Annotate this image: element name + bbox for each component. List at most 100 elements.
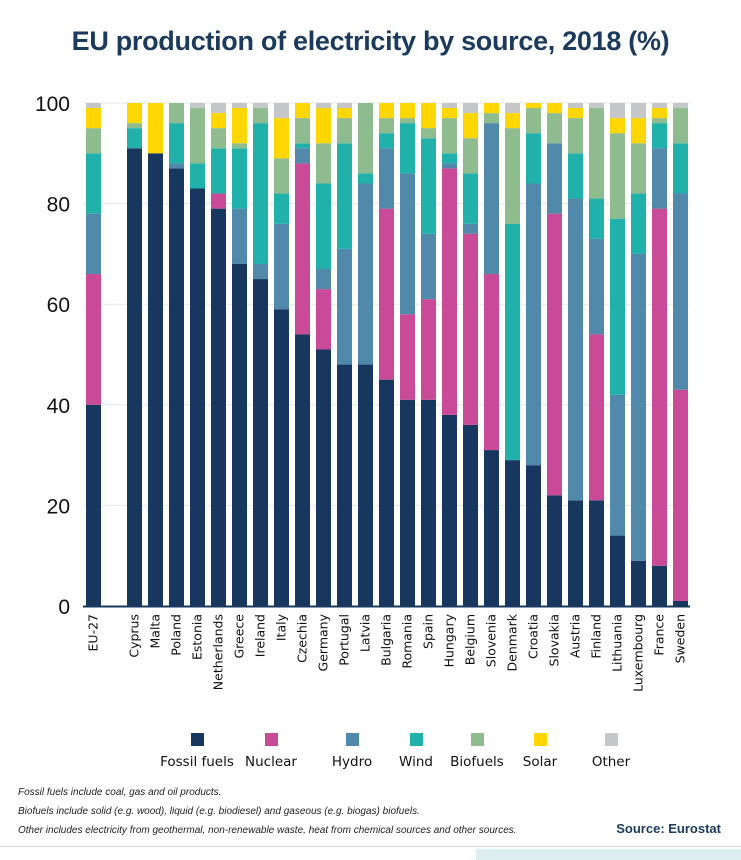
- bar-stack: [274, 103, 289, 606]
- bar-segment-hydro: [232, 208, 247, 264]
- bar-segment-fossil-fuels: [400, 399, 415, 606]
- bar-segment-other: [463, 103, 478, 114]
- legend-swatch: [264, 733, 278, 746]
- x-tick-label: Ireland: [253, 614, 268, 657]
- bar-segment-solar: [505, 113, 520, 129]
- bar-segment-biofuels: [316, 143, 331, 184]
- bar-segment-biofuels: [211, 128, 226, 149]
- bar-segment-wind: [589, 198, 604, 239]
- legend-swatch: [345, 733, 359, 746]
- legend-label: Biofuels: [450, 754, 504, 770]
- bar-stack: [568, 103, 583, 606]
- bar-segment-hydro: [589, 238, 604, 335]
- bar-segment-biofuels: [421, 128, 436, 139]
- bar-stack: [463, 103, 478, 606]
- bar-stack: [358, 103, 373, 606]
- bar-stack: [505, 103, 520, 606]
- bar-segment-solar: [547, 103, 562, 114]
- bar-segment-other: [505, 103, 520, 114]
- y-tick-label: 40: [47, 395, 70, 418]
- legend-label: Nuclear: [245, 754, 297, 770]
- bar-segment-nuclear: [442, 168, 457, 415]
- footnote-other: Other includes electricity from geotherm…: [18, 825, 517, 836]
- bar-segment-other: [652, 103, 667, 109]
- bar-segment-fossil-fuels: [211, 208, 226, 606]
- bar-segment-wind: [400, 123, 415, 174]
- bar-segment-solar: [337, 108, 352, 119]
- bar-stack: [211, 103, 226, 606]
- bar-segment-hydro: [673, 193, 688, 390]
- bar-segment-biofuels: [673, 108, 688, 144]
- bar-segment-wind: [295, 143, 310, 149]
- bar-segment-fossil-fuels: [526, 465, 541, 606]
- bar-segment-hydro: [547, 143, 562, 214]
- bar-segment-fossil-fuels: [589, 500, 604, 606]
- bar-segment-wind: [190, 163, 205, 189]
- x-tick-label: Slovenia: [484, 614, 499, 667]
- x-tick-label: France: [652, 614, 667, 656]
- x-tick-label: Cyprus: [127, 614, 142, 658]
- legend-label: Fossil fuels: [160, 754, 234, 770]
- bar-segment-biofuels: [379, 118, 394, 134]
- x-tick-label: Hungary: [442, 613, 457, 667]
- bar-segment-fossil-fuels: [190, 188, 205, 606]
- footnote-biofuels: Biofuels include solid (e.g. wood), liqu…: [18, 806, 420, 817]
- bar-segment-solar: [463, 113, 478, 139]
- x-tick-label: Germany: [316, 613, 331, 671]
- bar-segment-nuclear: [400, 314, 415, 400]
- bar-stack: [169, 103, 184, 606]
- bar-segment-other: [211, 103, 226, 114]
- bar-segment-hydro: [421, 233, 436, 300]
- bar-stack: [442, 103, 457, 606]
- bar-segment-hydro: [610, 394, 625, 536]
- bar-segment-fossil-fuels: [463, 424, 478, 606]
- bar-stack: [253, 103, 268, 606]
- bar-segment-wind: [127, 128, 142, 149]
- legend-swatch: [533, 733, 547, 746]
- bar-segment-wind: [274, 193, 289, 224]
- bar-segment-solar: [421, 103, 436, 129]
- bar-segment-other: [190, 103, 205, 109]
- bar-segment-biofuels: [295, 118, 310, 144]
- legend-label: Solar: [522, 754, 558, 770]
- x-tick-label: Italy: [274, 613, 289, 641]
- bar-stack: [379, 103, 394, 606]
- bar-segment-hydro: [652, 148, 667, 209]
- bar-segment-biofuels: [505, 128, 520, 224]
- bar-segment-fossil-fuels: [358, 364, 373, 606]
- bar-stack: [673, 103, 688, 606]
- bar-stack: [400, 103, 415, 606]
- x-tick-label: Malta: [148, 614, 163, 648]
- bar-segment-hydro: [568, 198, 583, 501]
- x-tick-label: Netherlands: [211, 614, 226, 690]
- bar-stack: [316, 103, 331, 606]
- bar-segment-wind: [253, 123, 268, 264]
- x-tick-label: EU-27: [86, 614, 101, 651]
- bar-segment-hydro: [169, 163, 184, 169]
- bar-segment-nuclear: [211, 193, 226, 209]
- legend-item-hydro: Hydro: [307, 733, 397, 771]
- bar-segment-biofuels: [484, 113, 499, 124]
- bar-segment-biofuels: [337, 118, 352, 144]
- x-tick-label: Estonia: [190, 614, 205, 660]
- bar-segment-fossil-fuels: [316, 349, 331, 606]
- bar-segment-solar: [400, 103, 415, 119]
- y-tick-label: 0: [58, 596, 70, 619]
- bar-segment-wind: [232, 148, 247, 209]
- legend-item-solar: Solar: [495, 733, 585, 771]
- bar-stack: [652, 103, 667, 606]
- bar-stack: [547, 103, 562, 606]
- bar-segment-hydro: [484, 123, 499, 275]
- bar-segment-wind: [337, 143, 352, 249]
- bar-segment-nuclear: [379, 208, 394, 380]
- bar-segment-wind: [568, 153, 583, 199]
- bar-stack: [86, 103, 101, 606]
- bar-segment-solar: [610, 118, 625, 134]
- bar-segment-wind: [526, 133, 541, 184]
- legend-swatch: [409, 733, 423, 746]
- bar-segment-solar: [86, 108, 101, 129]
- bar-stack: [421, 103, 436, 606]
- bar-stack: [190, 103, 205, 606]
- bar-segment-solar: [316, 108, 331, 144]
- bar-segment-wind: [505, 223, 520, 461]
